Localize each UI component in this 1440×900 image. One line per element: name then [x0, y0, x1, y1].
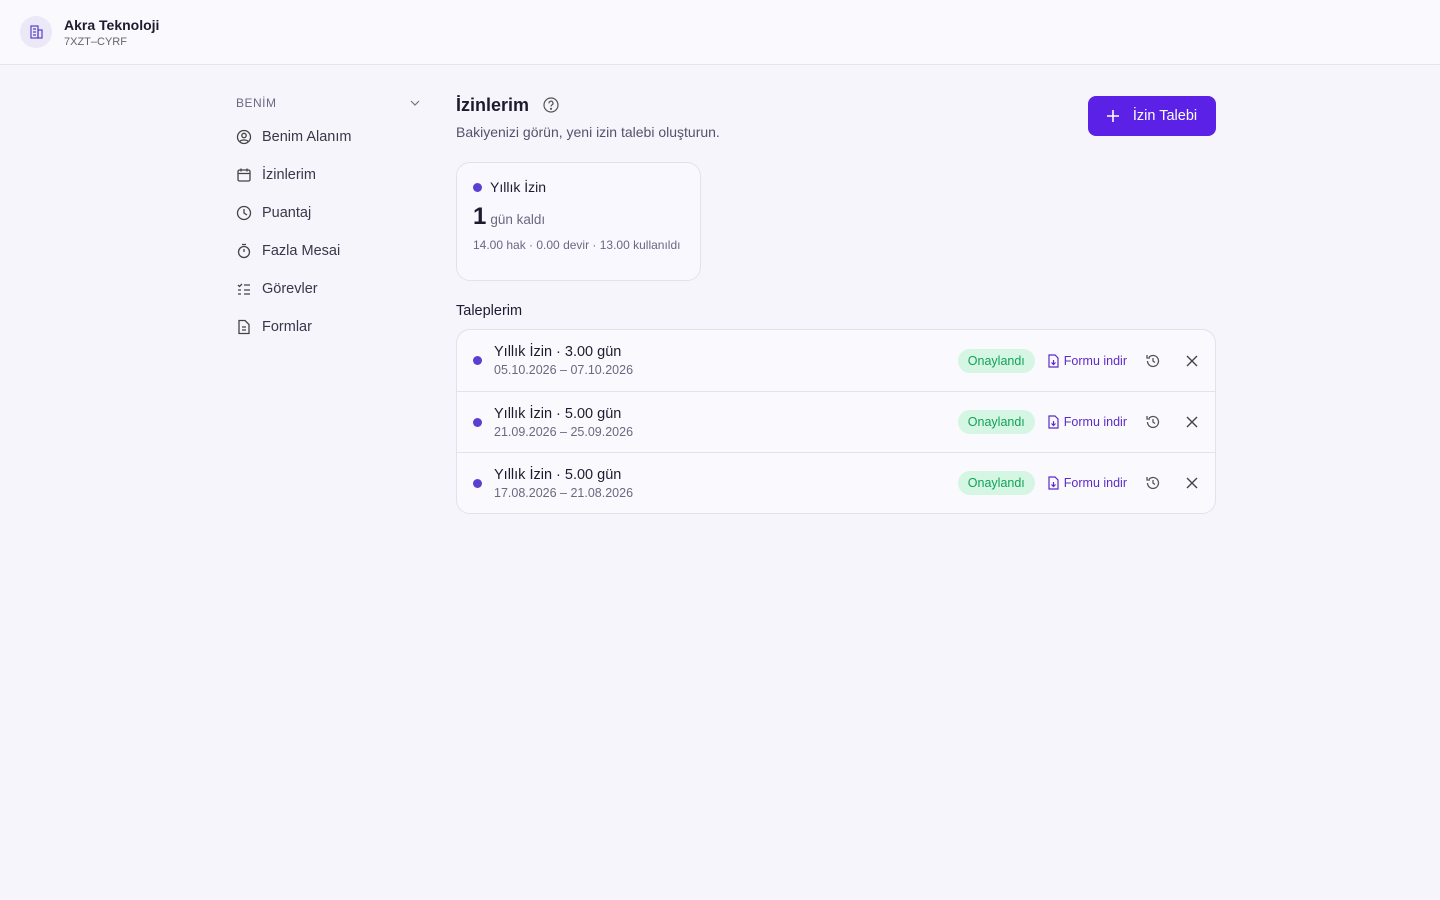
nav-label: Puantaj	[262, 205, 312, 221]
nav-label: İzinlerim	[262, 167, 316, 183]
request-row: Yıllık İzin · 5.00 gün 21.09.2026 – 25.09…	[457, 391, 1215, 452]
nav-label: Benim Alanım	[262, 129, 352, 145]
section-title: BENİM	[236, 96, 277, 110]
cancel-button[interactable]	[1185, 415, 1199, 429]
request-row: Yıllık İzin · 5.00 gün 17.08.2026 – 21.08…	[457, 452, 1215, 513]
company-logo	[20, 16, 52, 48]
status-badge: Onaylandı	[957, 471, 1035, 495]
history-button[interactable]	[1145, 353, 1161, 369]
request-dot	[473, 478, 482, 488]
company-code: 7XZT–CYRF	[64, 35, 127, 48]
nav-label: Formlar	[262, 319, 312, 335]
balance-card: Yıllık İzin 1 gün kaldı 14.00 hak · 0.00 …	[456, 162, 701, 281]
request-info: Yıllık İzin · 3.00 gün 05.10.2026 – 07.10…	[494, 344, 958, 377]
request-info: Yıllık İzin · 5.00 gün 21.09.2026 – 25.09…	[494, 406, 958, 439]
download-label: Formu indir	[1063, 353, 1127, 368]
balance-amount-line: 1 gün kaldı	[473, 203, 684, 231]
requests-title: Taleplerim	[456, 303, 523, 319]
top-bar: Akra Teknoloji 7XZT–CYRF	[0, 0, 1440, 65]
company-name: Akra Teknoloji	[64, 16, 160, 33]
nav-item[interactable]: Puantaj	[236, 194, 420, 232]
nav-item[interactable]: Benim Alanım	[236, 118, 420, 156]
balance-name: Yıllık İzin	[490, 179, 547, 195]
requests-list: Yıllık İzin · 3.00 gün 05.10.2026 – 07.10…	[456, 329, 1216, 514]
request-title: Yıllık İzin · 5.00 gün	[494, 405, 622, 422]
help-icon[interactable]	[543, 97, 559, 113]
download-link[interactable]: Formu indir	[1047, 415, 1127, 429]
history-button[interactable]	[1145, 475, 1161, 491]
button-label: İzin Talebi	[1132, 108, 1198, 124]
request-info: Yıllık İzin · 5.00 gün 17.08.2026 – 21.08…	[494, 467, 958, 500]
sidebar: BENİM Benim Alanım İzinlerim Puantaj Faz…	[236, 96, 420, 346]
nav-item[interactable]: Görevler	[236, 270, 420, 308]
status-badge: Onaylandı	[957, 410, 1035, 434]
history-button[interactable]	[1145, 414, 1161, 430]
nav-item[interactable]: Fazla Mesai	[236, 232, 420, 270]
download-link[interactable]: Formu indir	[1047, 354, 1127, 368]
new-request-button[interactable]: İzin Talebi	[1088, 96, 1216, 136]
sidebar-section[interactable]: BENİM	[236, 96, 420, 110]
request-title: Yıllık İzin · 5.00 gün	[494, 466, 622, 483]
request-dot	[473, 356, 482, 365]
nav-item[interactable]: Formlar	[236, 308, 420, 346]
request-dates: 17.08.2026 – 21.08.2026	[494, 485, 634, 500]
download-label: Formu indir	[1063, 415, 1127, 429]
page-heading: İzinlerim	[456, 92, 1216, 118]
company-info: Akra Teknoloji 7XZT–CYRF	[64, 17, 159, 48]
nav-label: Görevler	[262, 281, 318, 297]
nav-item[interactable]: İzinlerim	[236, 156, 420, 194]
balance-header: Yıllık İzin	[473, 179, 684, 195]
download-label: Formu indir	[1063, 476, 1127, 490]
request-row: Yıllık İzin · 3.00 gün 05.10.2026 – 07.10…	[457, 330, 1215, 391]
balance-dot	[473, 182, 482, 192]
page-subtitle: Bakiyenizi görün, yeni izin talebi oluşt…	[456, 124, 720, 140]
balance-unit: gün kaldı	[490, 212, 546, 227]
page-title: İzinlerim	[456, 94, 530, 115]
request-dates: 05.10.2026 – 07.10.2026	[494, 363, 634, 377]
request-title: Yıllık İzin · 3.00 gün	[494, 344, 622, 360]
request-dates: 21.09.2026 – 25.09.2026	[494, 424, 634, 439]
cancel-button[interactable]	[1185, 354, 1199, 368]
status-badge: Onaylandı	[957, 348, 1035, 373]
download-link[interactable]: Formu indir	[1047, 476, 1127, 490]
balance-detail: 14.00 hak · 0.00 devir · 13.00 kullanıld…	[473, 238, 681, 252]
balance-amount: 1	[473, 203, 487, 230]
nav-label: Fazla Mesai	[262, 243, 341, 259]
cancel-button[interactable]	[1185, 476, 1199, 490]
content: İzinlerim Bakiyenizi görün, yeni izin ta…	[456, 92, 1216, 514]
request-dot	[473, 417, 482, 427]
